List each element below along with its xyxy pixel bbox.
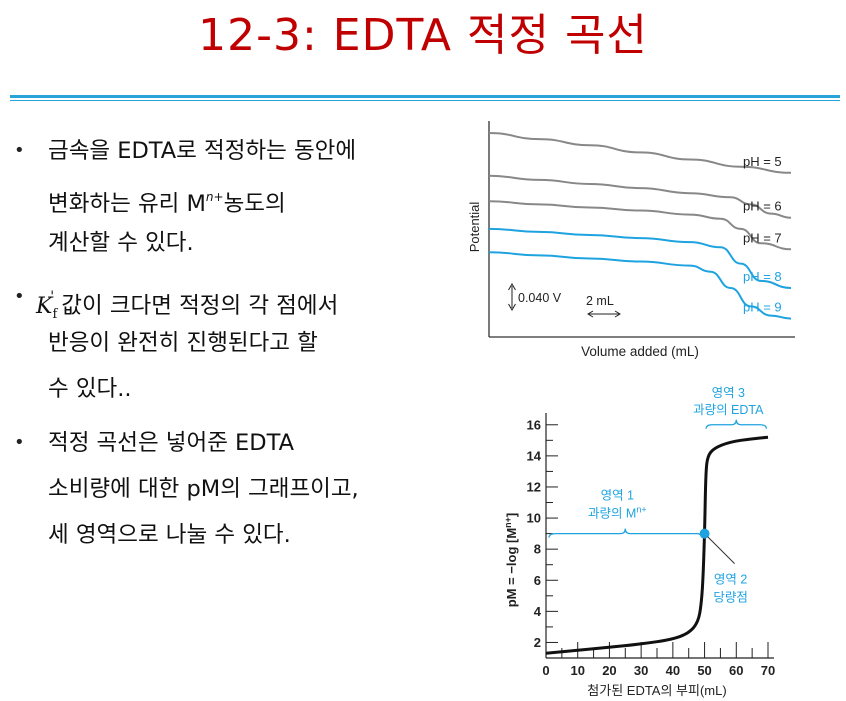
bullet-text-segment: 변화하는 유리 M <box>48 191 206 217</box>
titration-curve-chart: 2 4 6 8 10 12 14 16 0 10 20 30 40 50 60 70 영역 1 과량의 Mn+ 영… <box>503 386 775 698</box>
y-tick-label: 10 <box>527 511 541 526</box>
bullet-text-line: 금속을 EDTA로 적정하는 동안에 <box>48 138 357 164</box>
y-axis-label: Potential <box>467 202 482 253</box>
series-label: pH = 8 <box>743 269 782 284</box>
y-tick-label: 4 <box>534 604 542 619</box>
bullet-text-line: 변화하는 유리 Mn+농도의 <box>48 171 286 230</box>
series-line <box>488 132 792 174</box>
superscript: n+ <box>205 190 224 204</box>
voltage-scale-bar: 0.040 V <box>508 283 562 311</box>
bullet-marker: • <box>14 432 25 453</box>
series-label: pH = 9 <box>743 300 782 315</box>
y-axis-label: pM = −log [Mn+] <box>503 513 519 608</box>
y-tick-label: 12 <box>527 479 541 494</box>
kf-prime: ' <box>50 289 55 305</box>
bullet-text-line: 반응이 완전히 진행된다고 할 <box>48 330 318 356</box>
volume-scale-label: 2 mL <box>586 294 614 308</box>
kf-symbol-letter: K <box>36 294 53 319</box>
x-tick-label: 70 <box>761 663 775 678</box>
x-tick-label: 50 <box>697 663 711 678</box>
region-2-pointer <box>707 536 735 564</box>
series-label: pH = 7 <box>743 230 782 245</box>
x-tick-label: 30 <box>634 663 648 678</box>
bullet-text-line: 소비량에 대한 pM의 그래프이고, <box>48 476 359 502</box>
region-1-label: 영역 1 <box>601 489 634 503</box>
potential-chart: pH = 5 pH = 6 pH = 7 pH = 8 pH = 9 Potential… <box>467 121 795 359</box>
x-tick-label: 10 <box>570 663 584 678</box>
region-2-sublabel: 당량점 <box>713 591 748 605</box>
series-label: pH = 5 <box>743 154 782 169</box>
voltage-scale-label: 0.040 V <box>518 291 562 305</box>
region-3-label: 영역 3 <box>712 386 745 400</box>
equivalence-point-marker <box>699 528 710 539</box>
bullet-text-segment: 농도의 <box>223 191 286 217</box>
y-tick-label: 16 <box>527 417 541 432</box>
bullet-text-line: 적정 곡선은 넣어준 EDTA <box>48 430 294 456</box>
region-3-brace <box>705 419 768 429</box>
bullet-text-line: Kf' 값이 크다면 적정의 각 점에서 <box>36 271 338 341</box>
x-tick-label: 20 <box>602 663 616 678</box>
series-line <box>488 251 792 320</box>
slide-title: 12-3: EDTA 적정 곡선 <box>198 10 648 61</box>
series-line <box>488 200 792 251</box>
series-label: pH = 6 <box>743 199 782 214</box>
series-line <box>488 174 792 219</box>
region-2-label: 영역 2 <box>714 573 747 587</box>
region-1-brace <box>548 528 703 538</box>
x-tick-label: 0 <box>542 663 549 678</box>
y-tick-label: 8 <box>534 542 541 557</box>
region-3-sublabel: 과량의 EDTA <box>693 403 764 417</box>
kf-symbol: Kf' <box>36 289 57 322</box>
bullet-marker: • <box>14 140 25 161</box>
title-divider <box>10 95 840 98</box>
titration-curve-line <box>545 435 769 655</box>
volume-scale-bar: 2 mL <box>586 294 621 318</box>
y-tick-label: 14 <box>527 448 542 463</box>
region-1-sublabel: 과량의 Mn+ <box>588 505 647 521</box>
bullet-text-line: 수 있다.. <box>48 376 132 402</box>
bullet-text-line: 계산할 수 있다. <box>48 230 194 256</box>
y-tick-label: 2 <box>534 635 541 650</box>
bullet-marker: • <box>14 286 25 307</box>
y-tick-label: 6 <box>534 573 541 588</box>
bullet-text-segment: 값이 크다면 적정의 각 점에서 <box>61 293 339 319</box>
x-axis-label: 첨가된 EDTA의 부피(mL) <box>587 683 726 698</box>
x-tick-label: 40 <box>666 663 680 678</box>
bullet-text-line: 세 영역으로 나눌 수 있다. <box>48 522 291 548</box>
series-line <box>488 227 792 289</box>
title-divider-thin <box>10 100 840 101</box>
x-tick-label: 60 <box>729 663 743 678</box>
x-axis-label: Volume added (mL) <box>581 344 699 359</box>
